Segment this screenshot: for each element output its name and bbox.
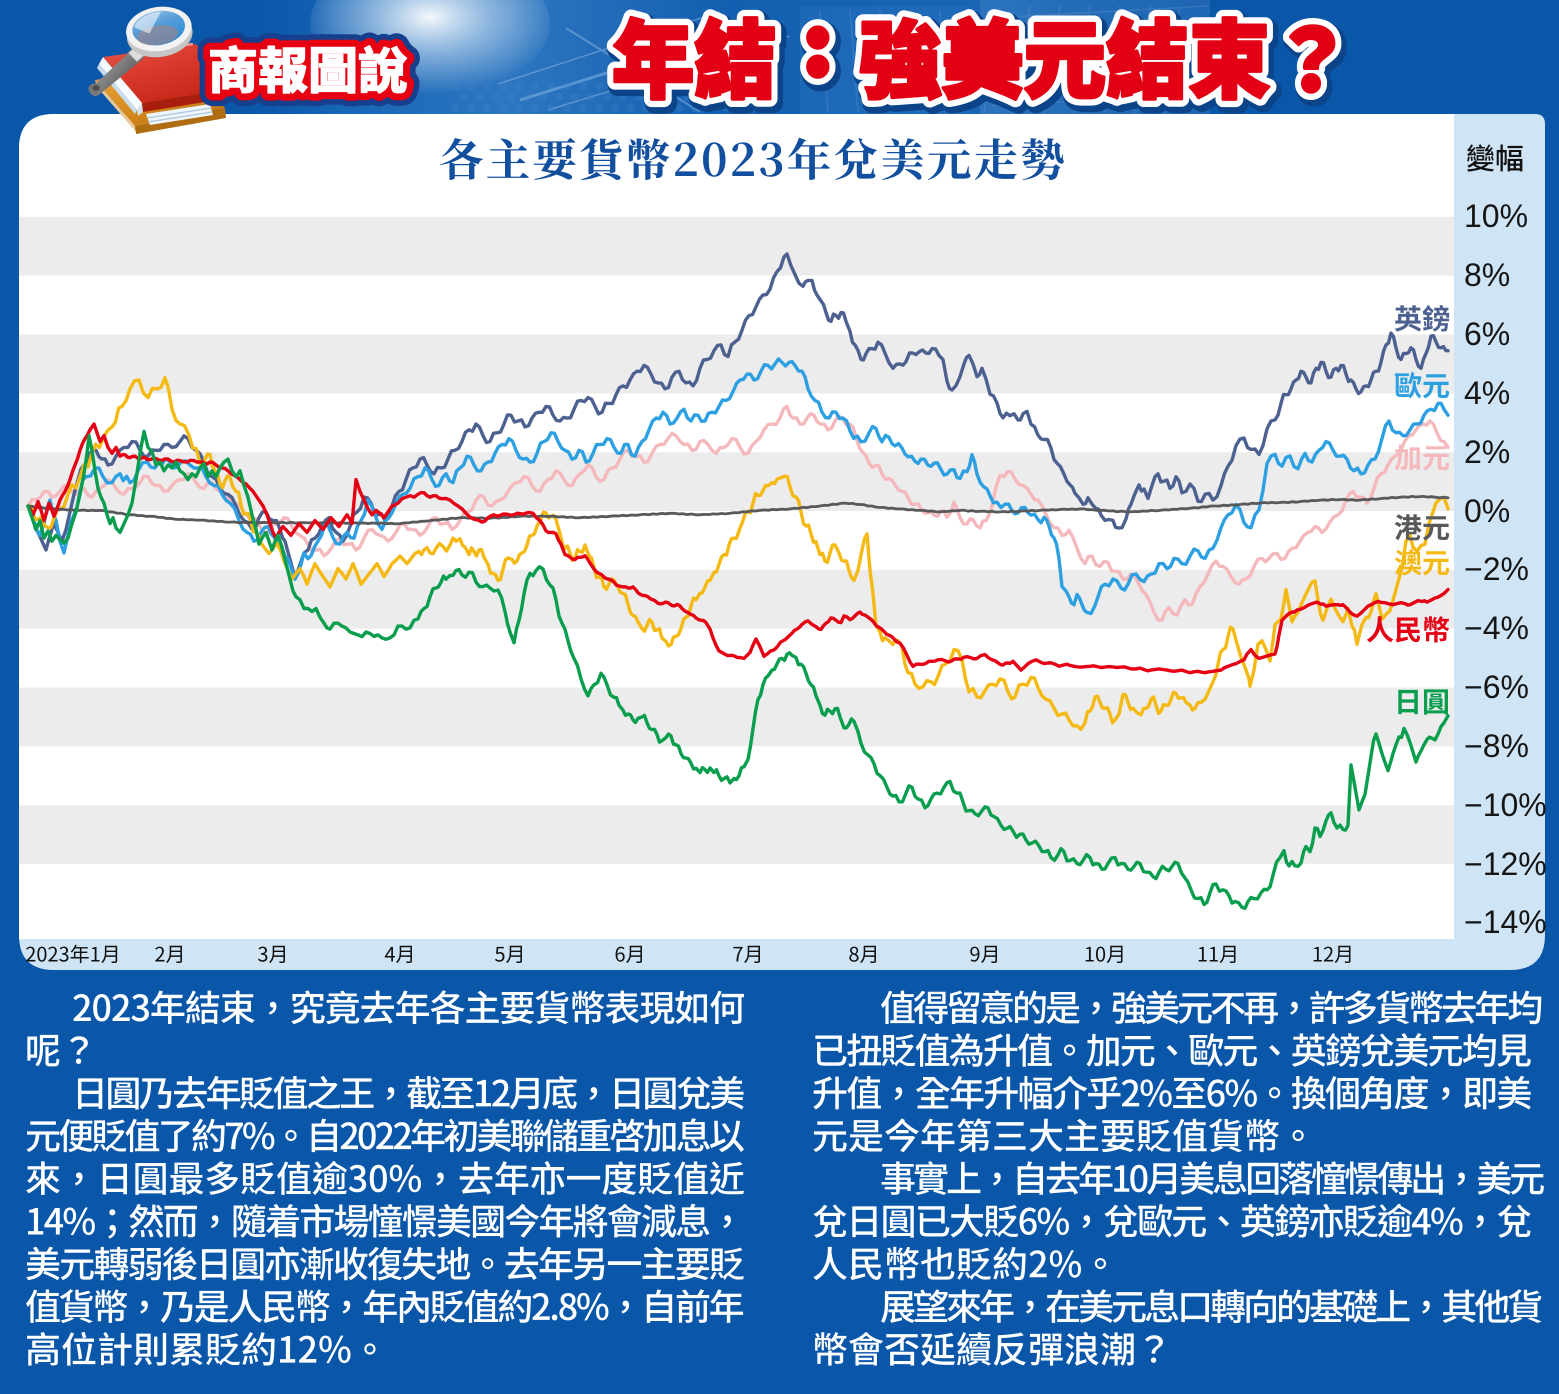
svg-text:−2%: −2% — [1464, 551, 1529, 587]
svg-text:10%: 10% — [1464, 198, 1528, 234]
svg-text:6%: 6% — [1464, 316, 1510, 352]
svg-text:−10%: −10% — [1464, 787, 1547, 823]
svg-text:−4%: −4% — [1464, 610, 1529, 646]
svg-text:2%: 2% — [1464, 434, 1510, 470]
svg-text:−8%: −8% — [1464, 728, 1529, 764]
svg-text:−12%: −12% — [1464, 846, 1547, 882]
svg-text:−14%: −14% — [1464, 904, 1547, 940]
svg-text:0%: 0% — [1464, 493, 1510, 529]
svg-text:4%: 4% — [1464, 375, 1510, 411]
svg-text:−6%: −6% — [1464, 669, 1529, 705]
svg-text:8%: 8% — [1464, 257, 1510, 293]
